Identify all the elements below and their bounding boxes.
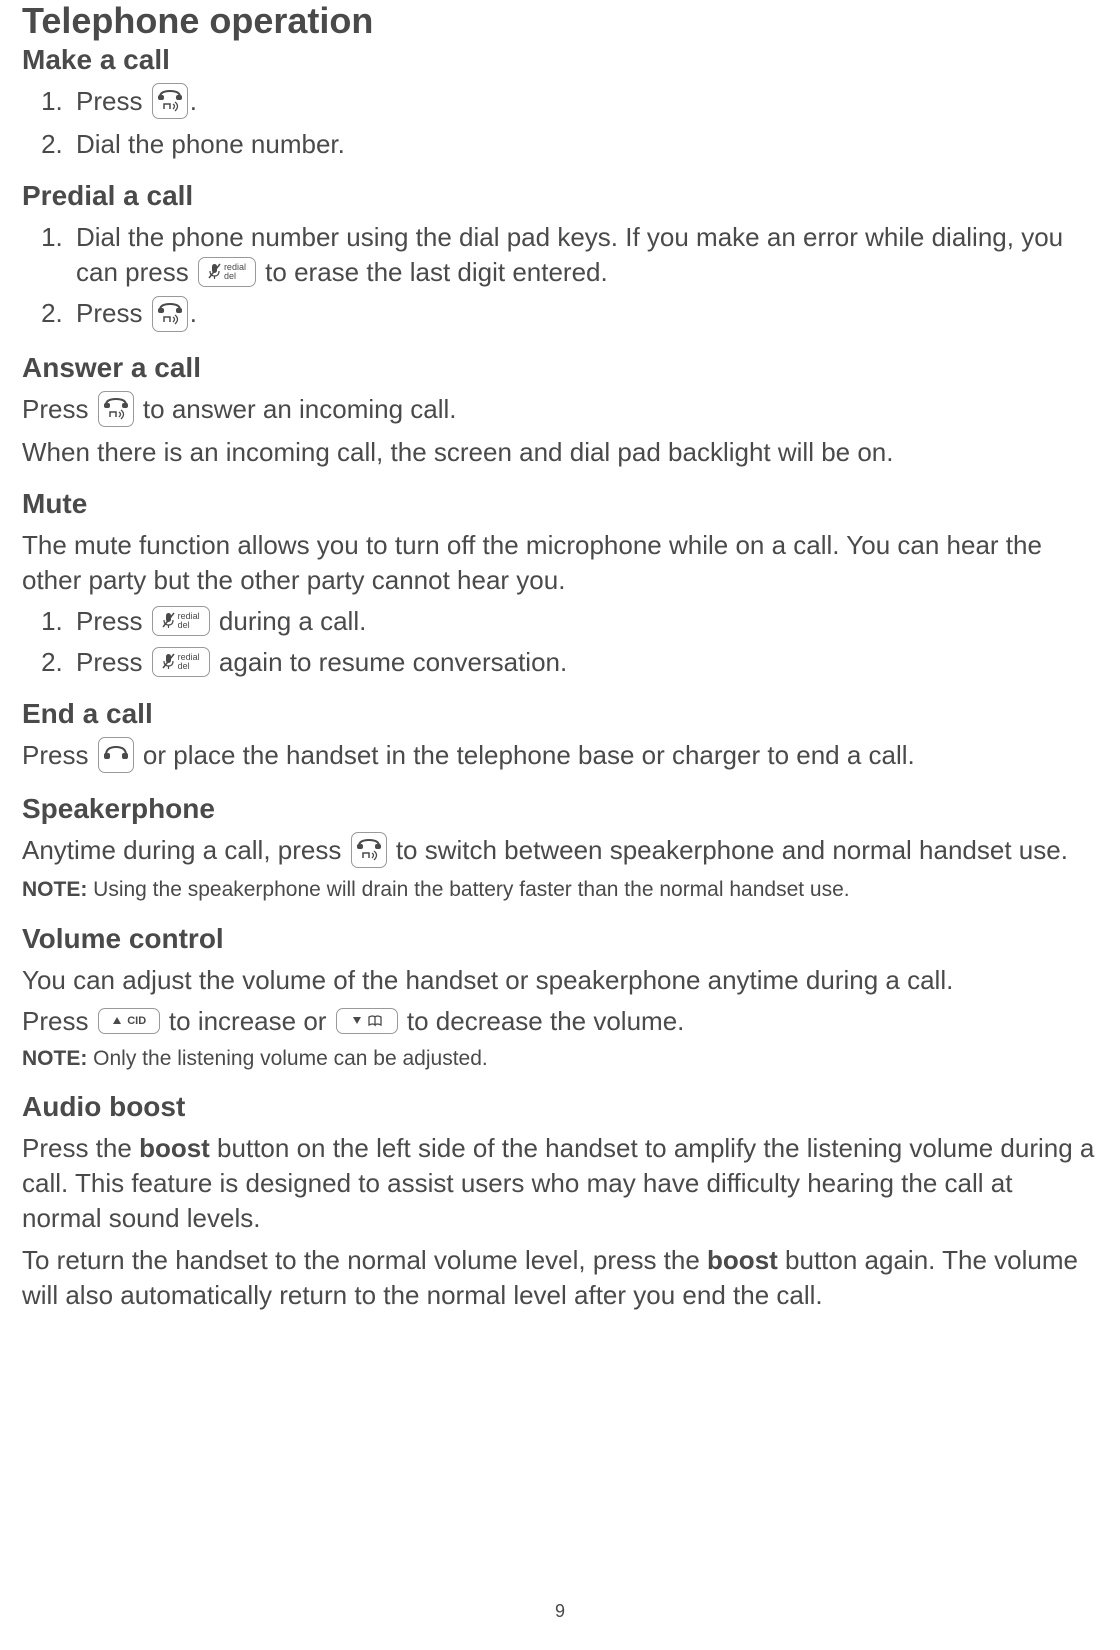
list-item: Dial the phone number using the dial pad…: [70, 220, 1098, 290]
redial-del-button-icon: redialdel: [152, 606, 210, 636]
off-button-icon: [98, 737, 134, 773]
list-item: Press redialdel again to resume conversa…: [70, 645, 1098, 680]
text: again to resume conversation.: [212, 647, 568, 677]
text: to switch between speakerphone and norma…: [389, 835, 1068, 865]
text: or place the handset in the telephone ba…: [136, 740, 915, 770]
list-item: Press redialdel during a call.: [70, 604, 1098, 639]
vol-down-book-button-icon: [336, 1008, 398, 1034]
paragraph: When there is an incoming call, the scre…: [22, 435, 1098, 470]
page-title: Telephone operation: [22, 0, 1098, 42]
bold-text: boost: [707, 1245, 778, 1275]
list-item: Press .: [70, 296, 1098, 333]
heading-make-call: Make a call: [22, 44, 1098, 76]
paragraph: Press to answer an incoming call.: [22, 392, 1098, 429]
heading-mute: Mute: [22, 488, 1098, 520]
heading-predial: Predial a call: [22, 180, 1098, 212]
list-item: Dial the phone number.: [70, 127, 1098, 162]
text: to answer an incoming call.: [136, 394, 457, 424]
talk-button-icon: [152, 83, 188, 119]
paragraph: The mute function allows you to turn off…: [22, 528, 1098, 598]
heading-boost: Audio boost: [22, 1091, 1098, 1123]
text: to decrease the volume.: [400, 1006, 685, 1036]
bold-text: boost: [139, 1133, 210, 1163]
text: Press the: [22, 1133, 139, 1163]
text: Press: [22, 1006, 96, 1036]
heading-volume: Volume control: [22, 923, 1098, 955]
predial-steps: Dial the phone number using the dial pad…: [22, 220, 1098, 333]
text: Anytime during a call, press: [22, 835, 349, 865]
paragraph: To return the handset to the normal volu…: [22, 1243, 1098, 1313]
heading-speaker: Speakerphone: [22, 793, 1098, 825]
note-label: NOTE:: [22, 878, 87, 901]
paragraph: Press CID to increase or to decrease the…: [22, 1004, 1098, 1039]
redial-del-button-icon: redialdel: [152, 647, 210, 677]
note: NOTE: Using the speakerphone will drain …: [22, 876, 1098, 904]
text: Press: [76, 606, 150, 636]
note-text: Using the speakerphone will drain the ba…: [87, 878, 849, 901]
make-call-steps: Press . Dial the phone number.: [22, 84, 1098, 162]
list-item: Press .: [70, 84, 1098, 121]
paragraph: Press or place the handset in the teleph…: [22, 738, 1098, 775]
paragraph: Anytime during a call, press to switch b…: [22, 833, 1098, 870]
text: To return the handset to the normal volu…: [22, 1245, 707, 1275]
paragraph: Press the boost button on the left side …: [22, 1131, 1098, 1236]
talk-button-icon: [98, 391, 134, 427]
text: Press: [22, 740, 96, 770]
text: during a call.: [212, 606, 367, 636]
text: Press: [22, 394, 96, 424]
paragraph: You can adjust the volume of the handset…: [22, 963, 1098, 998]
note: NOTE: Only the listening volume can be a…: [22, 1045, 1098, 1073]
heading-answer: Answer a call: [22, 352, 1098, 384]
manual-page: Telephone operation Make a call Press . …: [0, 0, 1120, 1650]
talk-button-icon: [152, 296, 188, 332]
redial-del-button-icon: redialdel: [198, 257, 256, 287]
text: Press: [76, 647, 150, 677]
talk-button-icon: [351, 832, 387, 868]
note-text: Only the listening volume can be adjuste…: [87, 1047, 487, 1070]
text: Press: [76, 298, 150, 328]
text: .: [190, 86, 197, 116]
text: to erase the last digit entered.: [258, 257, 608, 287]
vol-up-cid-button-icon: CID: [98, 1008, 160, 1034]
note-label: NOTE:: [22, 1047, 87, 1070]
text: .: [190, 298, 197, 328]
text: to increase or: [162, 1006, 334, 1036]
text: Press: [76, 86, 150, 116]
heading-end: End a call: [22, 698, 1098, 730]
page-number: 9: [0, 1601, 1120, 1622]
mute-steps: Press redialdel during a call. Press red…: [22, 604, 1098, 680]
